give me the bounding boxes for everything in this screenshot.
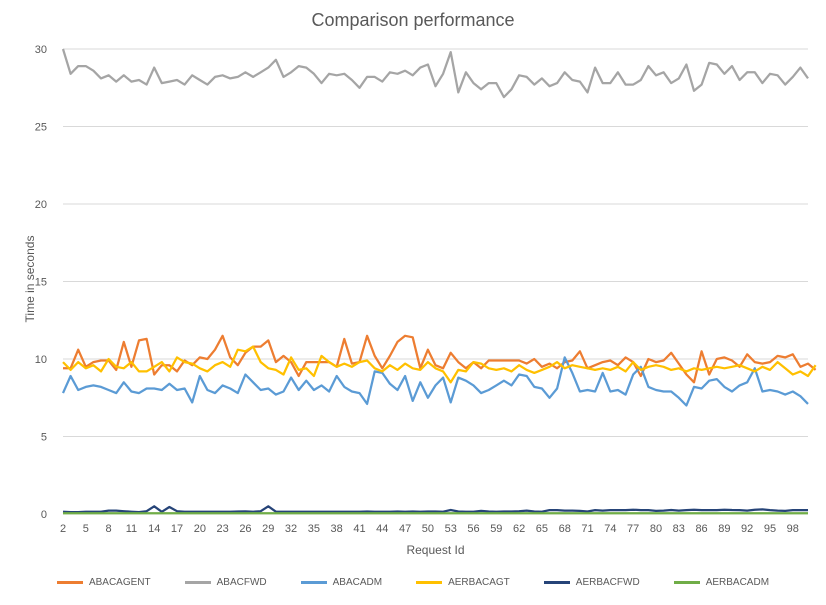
x-tick-label: 20 (194, 523, 206, 535)
legend-swatch (543, 581, 570, 584)
legend-swatch (673, 581, 700, 584)
x-tick-label: 32 (285, 523, 297, 535)
series-line-aerbacagt (62, 345, 817, 384)
x-tick-label: 95 (764, 523, 776, 535)
legend: ABACAGENT ABACFWD ABACADM AERBACAGT AERBACFW… (0, 577, 826, 588)
series-line-abacfwd (61, 48, 809, 99)
series-line-abacadm (61, 356, 809, 407)
x-tick-label: 41 (353, 523, 365, 535)
x-tick-label: 35 (308, 523, 320, 535)
y-tick-label: 20 (35, 199, 47, 211)
x-tick-label: 50 (422, 523, 434, 535)
y-tick-label: 15 (35, 277, 47, 289)
x-tick-label: 83 (673, 523, 685, 535)
x-tick-label: 2 (60, 523, 66, 535)
x-tick-label: 74 (604, 523, 616, 535)
legend-label: ABACFWD (216, 577, 267, 588)
x-tick-label: 98 (787, 523, 799, 535)
x-tick-label: 92 (741, 523, 753, 535)
x-tick-label: 65 (536, 523, 548, 535)
series-line-aerbacfwd (62, 505, 808, 514)
x-tick-label: 80 (650, 523, 662, 535)
x-tick-label: 47 (399, 523, 411, 535)
x-tick-label: 53 (445, 523, 457, 535)
x-tick-label: 59 (490, 523, 502, 535)
x-tick-label: 56 (467, 523, 479, 535)
x-tick-label: 11 (126, 523, 137, 535)
legend-item-aerbacagt: AERBACAGT (416, 577, 510, 588)
legend-label: ABACADM (332, 577, 383, 588)
legend-item-aerbacfwd: AERBACFWD (543, 577, 640, 588)
legend-item-abacfwd: ABACFWD (184, 577, 267, 588)
legend-swatch (56, 581, 83, 584)
y-tick-label: 10 (35, 354, 47, 366)
x-tick-label: 89 (718, 523, 730, 535)
x-tick-label: 5 (83, 523, 89, 535)
x-tick-label: 38 (331, 523, 343, 535)
legend-label: AERBACAGT (448, 577, 510, 588)
x-tick-label: 23 (217, 523, 229, 535)
x-tick-label: 77 (627, 523, 639, 535)
x-tick-label: 71 (581, 523, 593, 535)
legend-item-aerbacadm: AERBACADM (673, 577, 770, 588)
chart-title: Comparison performance (311, 10, 515, 30)
x-tick-label: 8 (106, 523, 112, 535)
y-tick-label: 30 (35, 44, 47, 56)
x-tick-label: 29 (262, 523, 274, 535)
legend-label: AERBACFWD (575, 577, 640, 588)
legend-swatch (300, 581, 327, 584)
x-tick-label: 26 (239, 523, 251, 535)
x-tick-label: 44 (376, 523, 388, 535)
y-tick-label: 5 (41, 432, 47, 444)
x-tick-label: 17 (171, 523, 183, 535)
x-axis-label: Request Id (406, 543, 465, 557)
legend-swatch (416, 581, 443, 584)
x-tick-label: 62 (513, 523, 525, 535)
legend-label: AERBACADM (705, 577, 770, 588)
x-tick-label: 14 (148, 523, 160, 535)
y-tick-label: 0 (41, 509, 47, 521)
legend-item-abacadm: ABACADM (300, 577, 383, 588)
legend-item-abacagent: ABACAGENT (56, 577, 151, 588)
x-tick-label: 68 (559, 523, 571, 535)
y-tick-label: 25 (35, 122, 47, 134)
x-tick-label: 86 (695, 523, 707, 535)
legend-swatch (184, 581, 211, 584)
legend-label: ABACAGENT (88, 577, 151, 588)
